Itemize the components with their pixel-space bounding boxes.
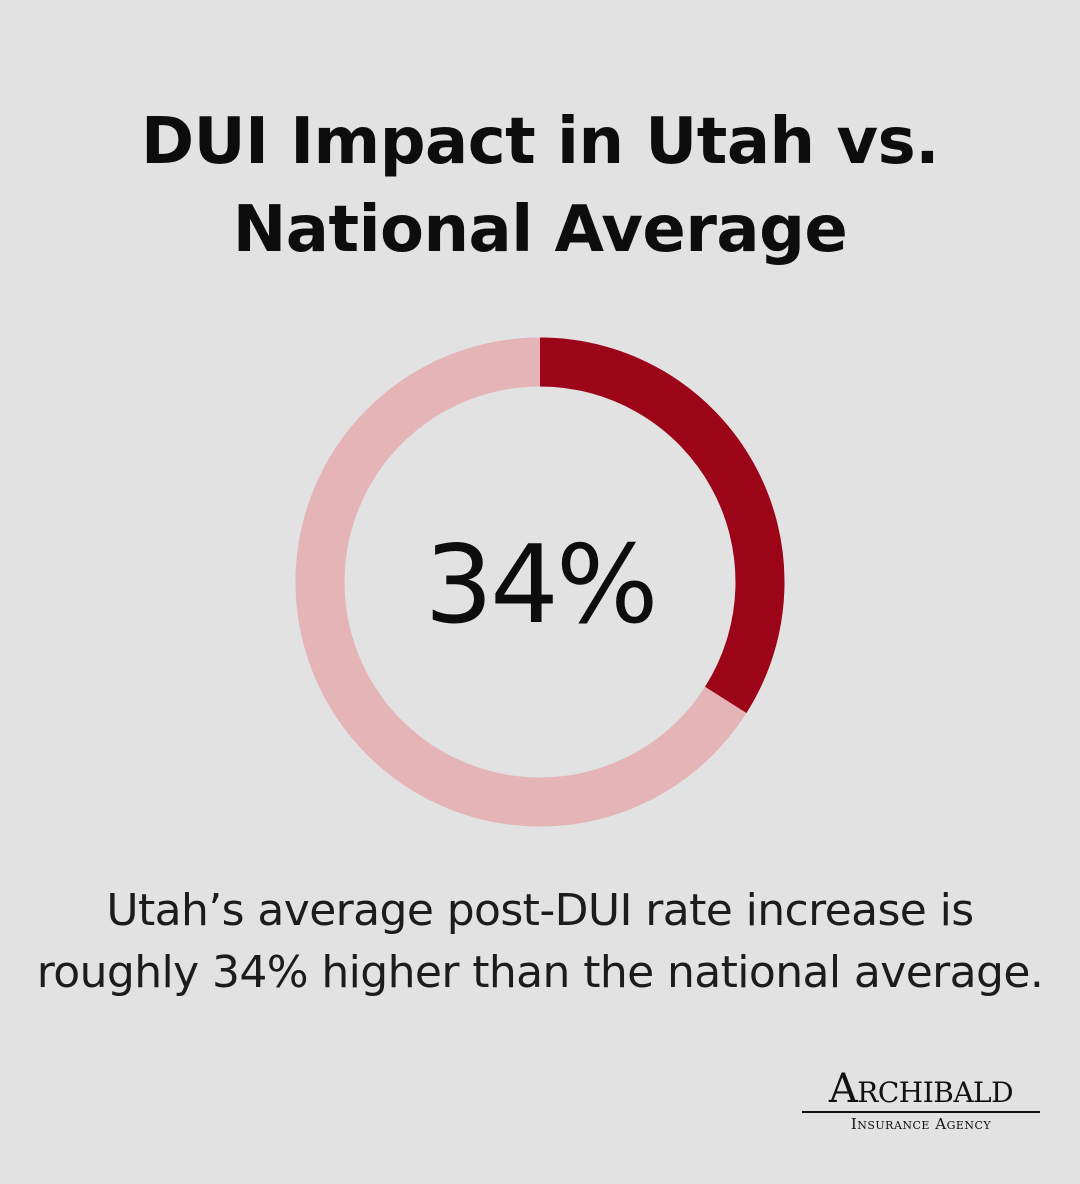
brand-logo: Archibald Insurance Agency — [798, 1066, 1044, 1136]
chart-title: DUI Impact in Utah vs. National Average — [40, 98, 1040, 274]
logo-wordmark: Archibald — [828, 1066, 1014, 1112]
donut-chart: 34% — [294, 336, 786, 828]
caption-line-1: Utah’s average post-DUI rate increase is — [106, 885, 974, 936]
chart-title-line-2: National Average — [232, 193, 848, 267]
caption-line-2: roughly 34% higher than the national ave… — [36, 947, 1044, 998]
logo-divider — [802, 1111, 1040, 1113]
logo-tagline: Insurance Agency — [850, 1115, 992, 1133]
donut-center-label: 34% — [424, 523, 655, 648]
chart-title-line-1: DUI Impact in Utah vs. — [141, 105, 940, 179]
donut-chart-svg: 34% — [295, 337, 785, 827]
donut-value-arc — [539, 337, 785, 713]
chart-caption: Utah’s average post-DUI rate increase is… — [20, 880, 1060, 1004]
